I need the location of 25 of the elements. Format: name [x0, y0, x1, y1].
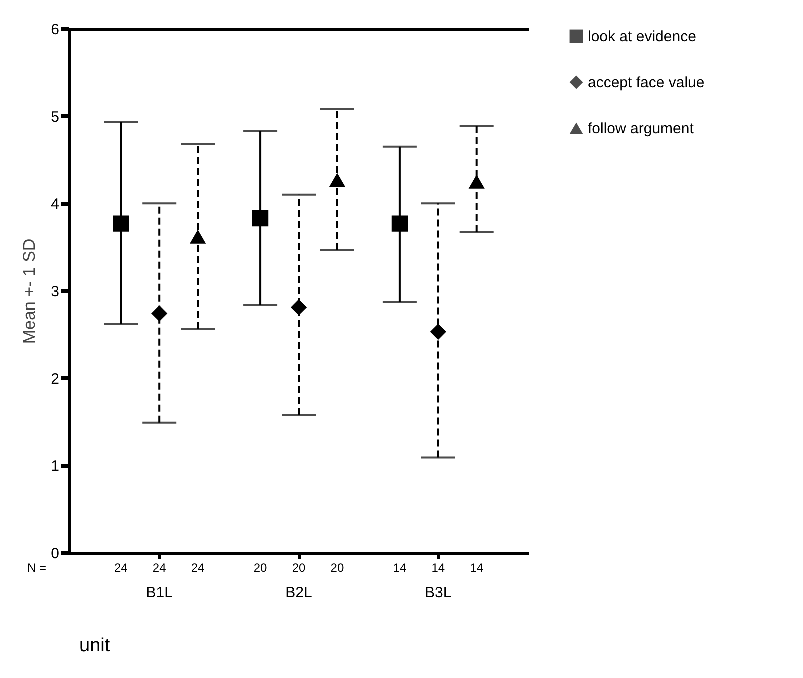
y-tick-label: 0 [51, 546, 60, 562]
y-tick-label: 3 [51, 284, 60, 300]
y-tick-label: 2 [51, 370, 60, 388]
x-tick-label: B3L [425, 584, 452, 602]
y-tick-label: 6 [51, 22, 60, 38]
text: 24 [191, 561, 206, 575]
x-axis-title: unit [80, 636, 111, 656]
y-axis-title: Mean +- 1 SD [20, 238, 40, 344]
y-tick-label: 4 [51, 196, 60, 214]
text: N = [27, 561, 47, 575]
y-tick-label: 1 [51, 458, 60, 476]
text: 14 [470, 561, 484, 575]
legend-label: follow argument [588, 120, 695, 138]
x-tick-label: B1L [146, 584, 173, 602]
x-tick-label: B2L [286, 584, 312, 602]
text: 14 [432, 561, 446, 575]
legend-label: accept face value [588, 74, 705, 92]
text: 20 [292, 561, 306, 575]
legend-label: look at evidence [588, 28, 696, 46]
y-tick-label: 5 [51, 108, 60, 126]
text: 20 [330, 561, 344, 575]
text: 14 [393, 561, 407, 575]
text: 24 [152, 561, 167, 575]
text: 24 [114, 561, 128, 575]
text: 20 [254, 561, 268, 575]
